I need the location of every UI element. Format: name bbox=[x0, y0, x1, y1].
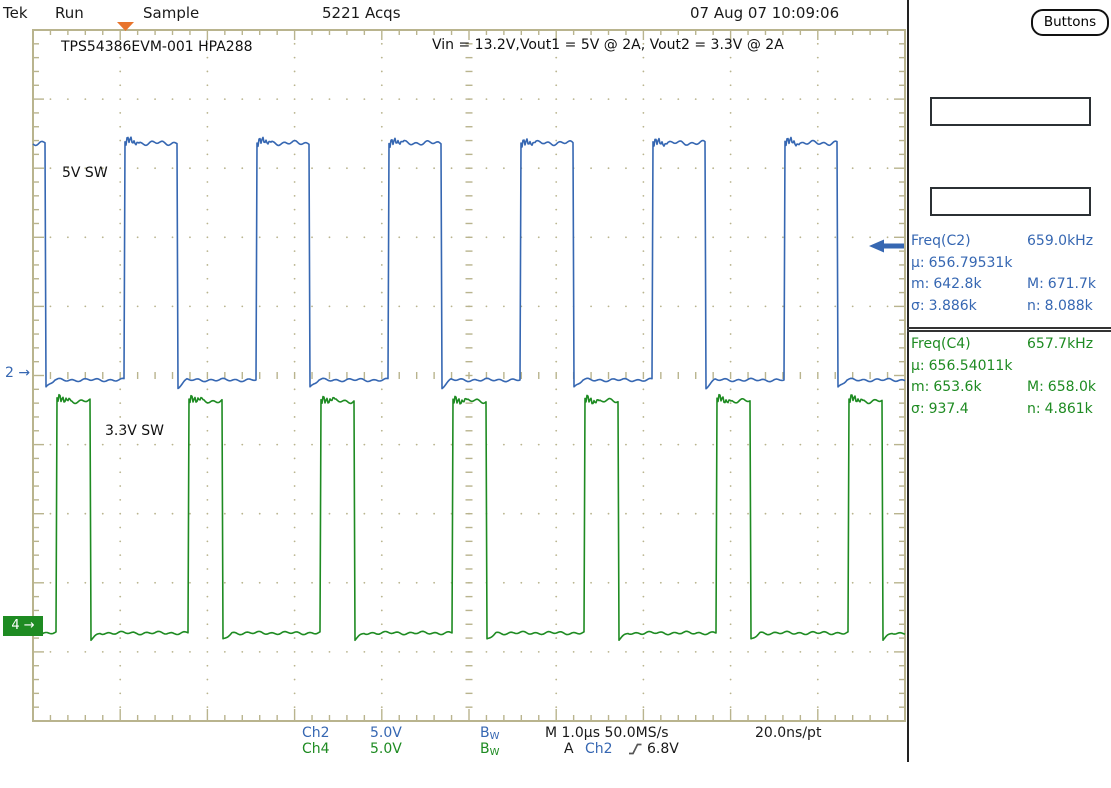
sd-label: σ: bbox=[911, 400, 925, 417]
max-label: M: bbox=[1027, 276, 1044, 292]
buttons-button[interactable]: Buttons bbox=[1031, 9, 1109, 36]
trace-label-ch4: 3.3V SW bbox=[105, 423, 165, 439]
ch4-bandwidth-indicator: BW bbox=[480, 741, 500, 758]
min-value: 653.6k bbox=[933, 379, 982, 395]
rising-slope-icon bbox=[629, 743, 642, 755]
timebase-readout: M 1.0μs 50.0MS/s bbox=[545, 725, 669, 741]
datetime-label: 07 Aug 07 10:09:06 bbox=[690, 4, 840, 22]
mean-label: μ: bbox=[911, 254, 925, 271]
right-panel-divider bbox=[907, 0, 909, 762]
count-label: n: bbox=[1027, 400, 1041, 417]
trace-label-ch2: 5V SW bbox=[62, 165, 108, 181]
channel-2-position-marker[interactable]: 2 → bbox=[5, 365, 31, 381]
measurement-block-ch4: Freq(C4) 657.7kHz μ: 656.54011k m: 653.6k … bbox=[911, 336, 1111, 422]
ch2-scale: 5.0V bbox=[370, 725, 402, 741]
sd-label: σ: bbox=[911, 297, 925, 314]
trigger-position-marker-icon[interactable] bbox=[117, 22, 134, 31]
measurement-title: Freq(C2) bbox=[911, 233, 971, 249]
measurement-value: 657.7kHz bbox=[1027, 336, 1094, 352]
max-value: 658.0k bbox=[1047, 379, 1096, 395]
min-value: 642.8k bbox=[933, 276, 982, 292]
count-value: 4.861k bbox=[1044, 400, 1093, 417]
mean-label: μ: bbox=[911, 357, 925, 374]
tek-logo: Tek bbox=[3, 4, 28, 22]
mean-value: 656.79531k bbox=[928, 254, 1013, 271]
trigger-source: Ch2 bbox=[585, 741, 613, 757]
min-label: m: bbox=[911, 379, 930, 395]
measurement-title: Freq(C4) bbox=[911, 336, 971, 352]
trigger-level-arrow-icon[interactable] bbox=[869, 239, 904, 253]
max-label: M: bbox=[1027, 379, 1044, 395]
acq-count: 5221 Acqs bbox=[322, 4, 401, 22]
ch4-scale: 5.0V bbox=[370, 741, 402, 757]
mean-value: 656.54011k bbox=[928, 357, 1013, 374]
measurement-block-ch2: Freq(C2) 659.0kHz μ: 656.79531k m: 642.8k … bbox=[911, 233, 1111, 319]
trigger-system-label: A bbox=[564, 741, 574, 757]
count-label: n: bbox=[1027, 297, 1041, 314]
channel-4-position-marker[interactable]: 4 → bbox=[3, 616, 43, 636]
measurement-separator bbox=[907, 327, 1111, 332]
device-annotation: TPS54386EVM-001 HPA288 bbox=[61, 39, 253, 55]
ch2-bandwidth-indicator: BW bbox=[480, 725, 500, 742]
ch2-readout-name: Ch2 bbox=[302, 725, 330, 741]
sd-value: 3.886k bbox=[928, 297, 977, 314]
acq-state: Run bbox=[55, 4, 84, 22]
measurement-value: 659.0kHz bbox=[1027, 233, 1094, 249]
ch4-readout-name: Ch4 bbox=[302, 741, 330, 757]
trigger-level: 6.8V bbox=[647, 741, 679, 757]
max-value: 671.7k bbox=[1047, 276, 1096, 292]
conditions-annotation: Vin = 13.2V,Vout1 = 5V @ 2A, Vout2 = 3.3… bbox=[432, 37, 784, 53]
softkey-box-2[interactable] bbox=[930, 187, 1091, 216]
sd-value: 937.4 bbox=[928, 400, 969, 417]
softkey-box-1[interactable] bbox=[930, 97, 1091, 126]
acq-mode: Sample bbox=[143, 4, 200, 22]
resolution-readout: 20.0ns/pt bbox=[755, 725, 822, 741]
min-label: m: bbox=[911, 276, 930, 292]
count-value: 8.088k bbox=[1044, 297, 1093, 314]
